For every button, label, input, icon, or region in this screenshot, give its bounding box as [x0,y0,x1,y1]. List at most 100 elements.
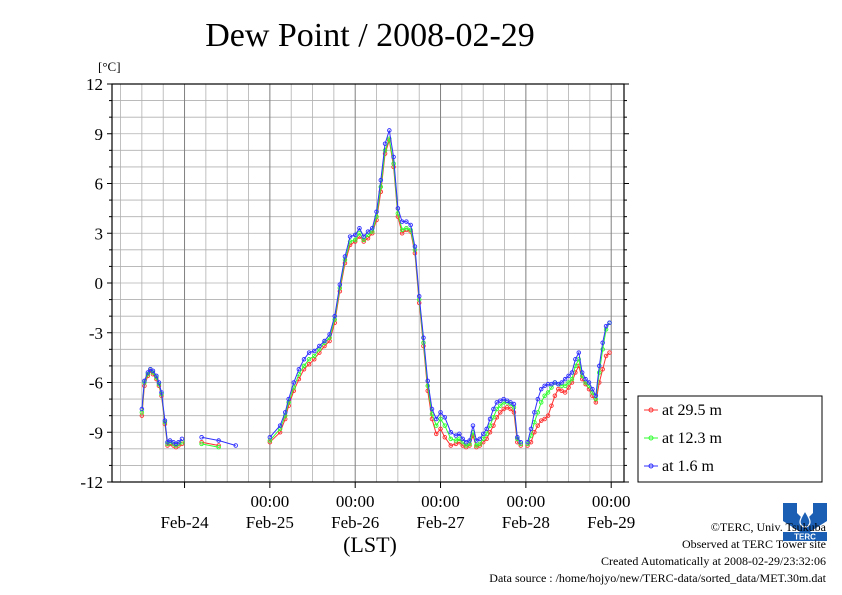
y-tick-label: -12 [80,473,103,492]
data-point [416,294,422,299]
data-point [607,320,612,326]
legend-label: at 12.3 m [662,430,723,447]
data-point [504,405,510,410]
x-time-label: 00:00 [336,492,375,511]
data-point [378,184,384,190]
data-point [586,380,592,385]
data-point [498,403,503,408]
data-point [470,423,476,428]
y-tick-label: -6 [89,374,103,393]
data-point [545,413,551,418]
data-point [154,373,159,379]
y-tick-label: 12 [86,75,103,94]
data-point [342,254,348,259]
logo-text: TERC [794,533,816,542]
legend-box [637,395,823,483]
data-point [438,416,443,422]
data-point [562,383,568,389]
data-point [365,229,371,234]
x-axis-ticks: 00:00 00:00 00:00 00:00 00:00 Feb-24 Feb-25 Feb… [160,482,635,532]
legend-marker [648,435,654,441]
data-point [382,141,388,146]
data-point [425,378,430,384]
observation-site: Observed at TERC Tower site [681,537,826,551]
data-point [545,390,551,395]
data-point [306,350,312,355]
data-point [286,396,291,402]
x-time-label: 00:00 [421,492,460,511]
x-date-label: Feb-26 [331,513,379,532]
x-date-label: Feb-24 [160,513,209,532]
x-time-label: 00:00 [506,492,545,511]
data-point [562,376,568,382]
data-point [301,363,307,369]
data-point [603,353,609,359]
data-point [597,363,602,369]
data-point [391,154,396,160]
data-point [176,439,181,445]
chart-title: Dew Point / 2008-02-29 [205,17,535,54]
data-point [374,209,379,214]
data-point [199,434,204,440]
data-point [477,436,483,442]
data-point [370,226,375,231]
legend-marker [648,463,654,469]
data-point [487,430,493,435]
y-axis-ticks: -12 -9 -6 -3 0 3 6 9 12 [80,75,629,492]
data-point [412,244,418,249]
legend-label: at 1.6 m [662,458,715,475]
data-point [395,206,401,211]
data-point [361,234,366,239]
data-point [457,431,462,437]
data-point [145,370,151,375]
data-point [603,323,609,329]
y-tick-label: -3 [89,324,103,343]
data-point [317,343,322,349]
data-point [311,348,317,354]
data-point [494,400,500,405]
data-point [408,222,413,228]
data-point [421,335,426,340]
y-tick-label: 3 [95,224,104,243]
data-point [387,128,392,133]
x-axis-label: (LST) [343,532,397,557]
data-point [438,410,443,415]
data-point [448,430,454,435]
data-point [535,396,541,402]
y-axis-label: [°C] [98,59,121,74]
data-point [532,410,537,415]
data-point [357,230,362,236]
data-point [347,239,353,244]
x-date-label: Feb-27 [416,513,465,532]
legend-marker [648,407,654,413]
data-point [337,282,343,287]
data-point [498,410,503,415]
legend-label: at 29.5 m [662,402,723,419]
data-point [199,441,204,447]
x-time-label: 00:00 [250,492,289,511]
series-1 [139,138,612,450]
data-point [487,416,493,422]
data-point [347,234,353,239]
y-tick-label: 9 [95,125,104,144]
data-point [448,443,454,448]
data-point [442,434,448,440]
series-3 [139,128,612,448]
x-date-label: Feb-25 [246,513,294,532]
data-point [159,390,164,395]
data-point [156,380,162,385]
data-point [442,423,448,428]
data-point [542,393,547,399]
data-point [562,390,568,395]
series-line [141,130,610,446]
data-point [607,350,612,355]
data-point [566,385,571,390]
data-point [515,434,520,440]
data-point [277,423,283,428]
y-tick-label: 0 [95,274,104,293]
data-point [491,406,496,412]
data-point [552,380,558,385]
data-point [296,366,302,372]
data-point [216,444,221,450]
